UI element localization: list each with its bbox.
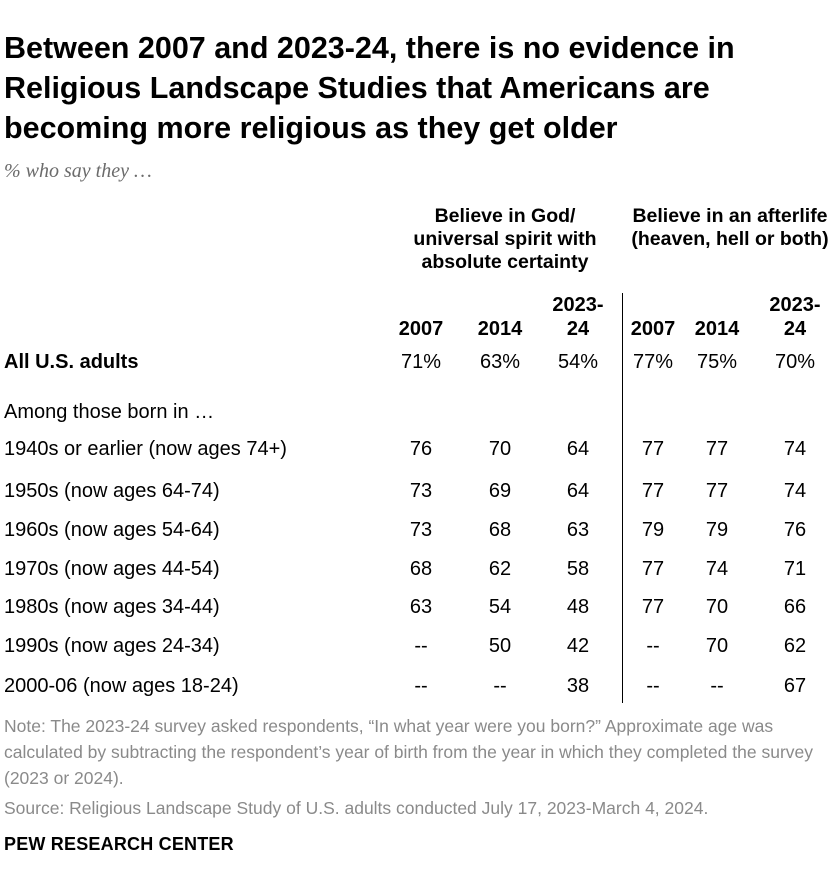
table-cell: 77 xyxy=(705,438,729,460)
table-cell: 71% xyxy=(400,351,442,373)
table-cell: 77 xyxy=(641,558,665,580)
group-divider xyxy=(622,293,623,703)
row-group-label: Among those born in … xyxy=(4,401,215,423)
column-header: 2007 xyxy=(630,318,676,340)
table-cell: 54% xyxy=(557,351,599,373)
table-cell: 70 xyxy=(705,635,729,657)
group-header-god: Believe in God/ universal spirit with ab… xyxy=(413,205,597,273)
row-label: 1940s or earlier (now ages 74+) xyxy=(4,438,287,460)
table-cell: -- xyxy=(646,675,660,697)
chart-subtitle: % who say they … xyxy=(4,160,152,182)
table-cell: 38 xyxy=(566,675,590,697)
table-cell: 62 xyxy=(783,635,807,657)
group-header-afterlife: Believe in an afterlife (heaven, hell or… xyxy=(631,205,829,250)
table-cell: -- xyxy=(414,675,428,697)
table-cell: 69 xyxy=(488,480,512,502)
table-cell: 76 xyxy=(409,438,433,460)
table-cell: -- xyxy=(646,635,660,657)
table-cell: 68 xyxy=(409,558,433,580)
column-header: 2014 xyxy=(694,318,740,340)
table-cell: 71 xyxy=(783,558,807,580)
row-label: 1980s (now ages 34-44) xyxy=(4,596,220,618)
table-cell: 63 xyxy=(409,596,433,618)
chart-source: Source: Religious Landscape Study of U.S… xyxy=(4,798,709,818)
table-cell: -- xyxy=(414,635,428,657)
table-cell: 79 xyxy=(641,519,665,541)
table-cell: 70% xyxy=(774,351,816,373)
table-cell: 42 xyxy=(566,635,590,657)
column-header: 2007 xyxy=(398,318,444,340)
row-label: 1960s (now ages 54-64) xyxy=(4,519,220,541)
row-label: 1970s (now ages 44-54) xyxy=(4,558,220,580)
table-cell: 77 xyxy=(641,480,665,502)
row-label: All U.S. adults xyxy=(4,351,139,373)
table-cell: 70 xyxy=(705,596,729,618)
table-cell: 77 xyxy=(705,480,729,502)
table-cell: 76 xyxy=(783,519,807,541)
row-label: 2000-06 (now ages 18-24) xyxy=(4,675,239,697)
table-cell: 77% xyxy=(632,351,674,373)
table-cell: 67 xyxy=(783,675,807,697)
table-cell: 70 xyxy=(488,438,512,460)
table-cell: 77 xyxy=(641,438,665,460)
table-cell: 77 xyxy=(641,596,665,618)
table-cell: 62 xyxy=(488,558,512,580)
table-cell: 74 xyxy=(783,480,807,502)
brand-logo-text: PEW RESEARCH CENTER xyxy=(4,834,234,854)
table-cell: 64 xyxy=(566,438,590,460)
table-cell: -- xyxy=(493,675,507,697)
column-header: 2023- 24 xyxy=(769,294,821,340)
row-label: 1990s (now ages 24-34) xyxy=(4,635,220,657)
table-cell: 64 xyxy=(566,480,590,502)
chart-title: Between 2007 and 2023-24, there is no ev… xyxy=(4,31,735,145)
column-header: 2023- 24 xyxy=(552,294,604,340)
table-cell: 73 xyxy=(409,480,433,502)
table-cell: 74 xyxy=(783,438,807,460)
table-cell: 73 xyxy=(409,519,433,541)
table-cell: -- xyxy=(710,675,724,697)
table-cell: 66 xyxy=(783,596,807,618)
table-cell: 50 xyxy=(488,635,512,657)
table-cell: 58 xyxy=(566,558,590,580)
table-cell: 79 xyxy=(705,519,729,541)
table-cell: 75% xyxy=(696,351,738,373)
table-cell: 48 xyxy=(566,596,590,618)
row-label: 1950s (now ages 64-74) xyxy=(4,480,220,502)
column-header: 2014 xyxy=(477,318,523,340)
table-cell: 63% xyxy=(479,351,521,373)
table-cell: 63 xyxy=(566,519,590,541)
table-cell: 74 xyxy=(705,558,729,580)
chart-note: Note: The 2023-24 survey asked responden… xyxy=(4,716,813,788)
table-cell: 54 xyxy=(488,596,512,618)
table-cell: 68 xyxy=(488,519,512,541)
